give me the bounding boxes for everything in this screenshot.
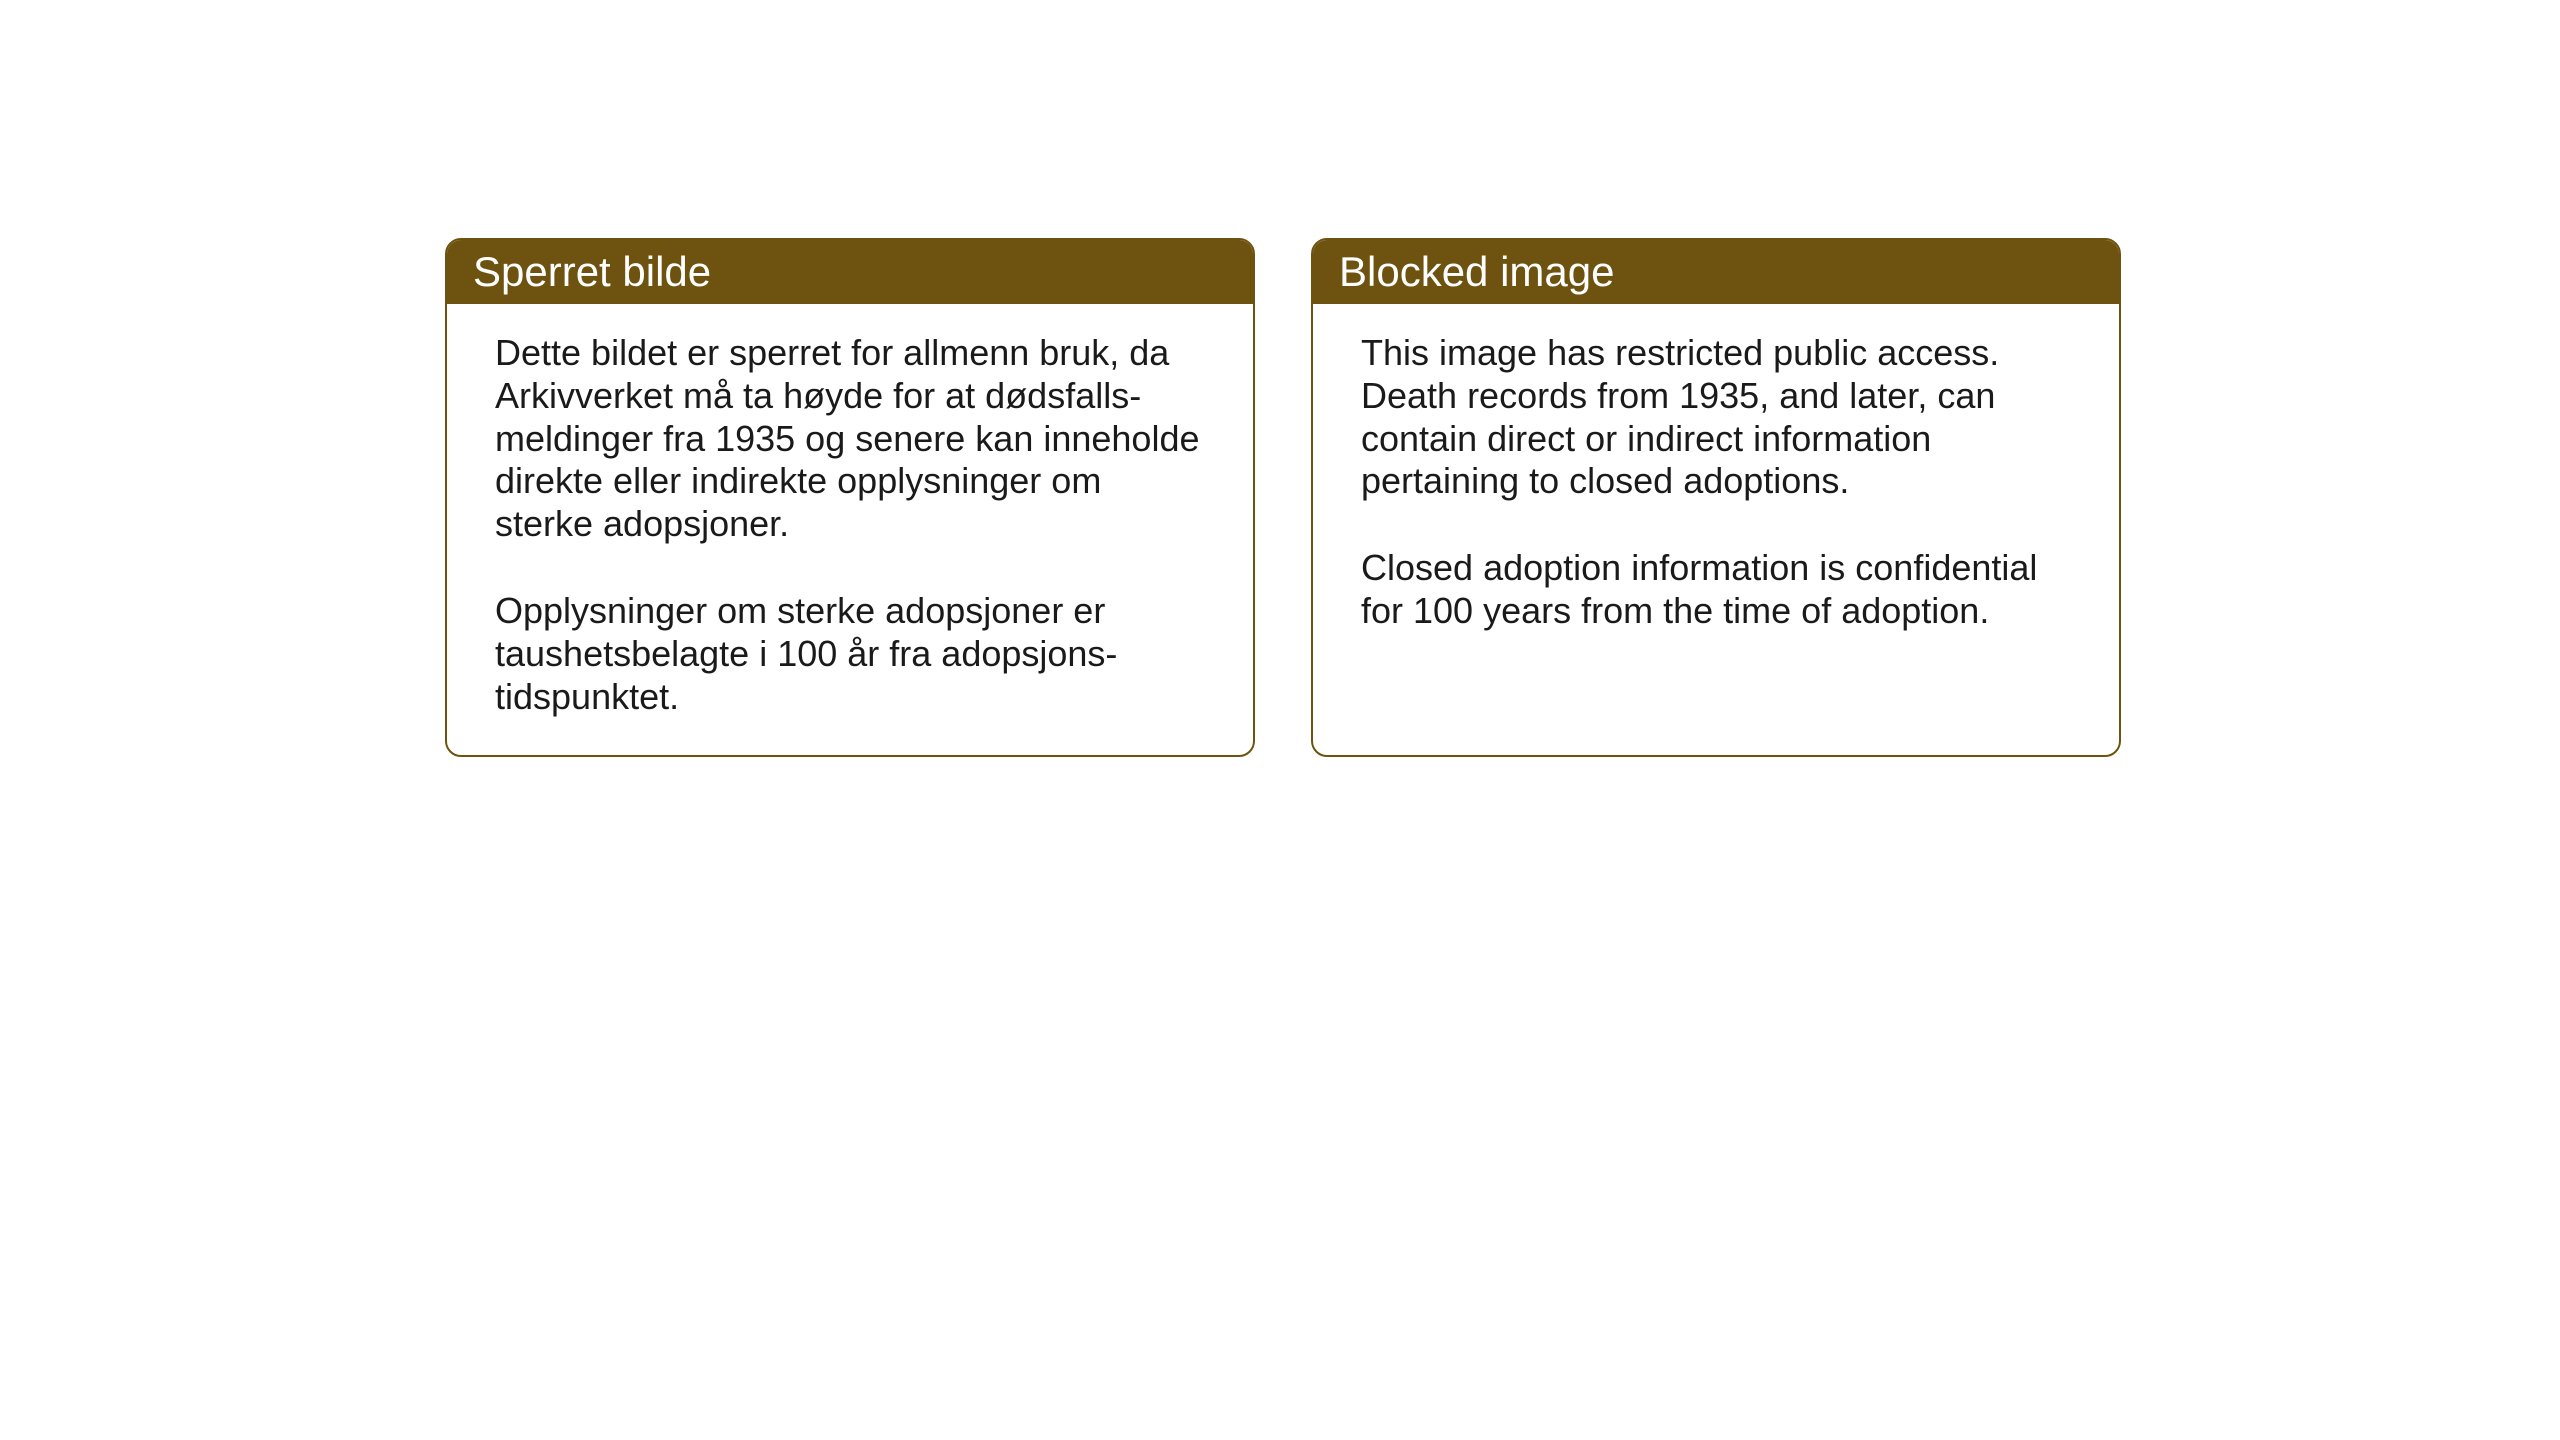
- notice-paragraph-1-english: This image has restricted public access.…: [1361, 332, 2071, 503]
- notice-paragraph-2-english: Closed adoption information is confident…: [1361, 547, 2071, 633]
- notice-header-norwegian: Sperret bilde: [447, 240, 1253, 304]
- notice-paragraph-1-norwegian: Dette bildet er sperret for allmenn bruk…: [495, 332, 1205, 546]
- notice-header-english: Blocked image: [1313, 240, 2119, 304]
- notice-body-norwegian: Dette bildet er sperret for allmenn bruk…: [447, 304, 1253, 755]
- notice-container: Sperret bilde Dette bildet er sperret fo…: [445, 238, 2121, 757]
- notice-paragraph-2-norwegian: Opplysninger om sterke adopsjoner er tau…: [495, 590, 1205, 718]
- notice-box-norwegian: Sperret bilde Dette bildet er sperret fo…: [445, 238, 1255, 757]
- notice-body-english: This image has restricted public access.…: [1313, 304, 2119, 669]
- notice-box-english: Blocked image This image has restricted …: [1311, 238, 2121, 757]
